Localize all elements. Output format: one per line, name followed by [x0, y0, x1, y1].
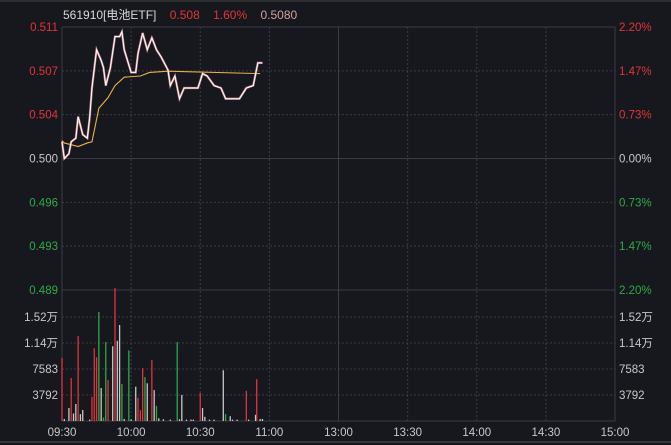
- volume-tick-label: 1.52万: [619, 312, 653, 324]
- x-tick-label: 14:30: [531, 427, 560, 439]
- left-tick-label: 0.493: [29, 241, 58, 253]
- x-tick-label: 14:00: [462, 427, 491, 439]
- left-tick-label: 0.507: [29, 66, 58, 78]
- x-tick-label: 09:30: [48, 427, 77, 439]
- x-tick-label: 10:30: [186, 427, 215, 439]
- avg-price: 0.5080: [260, 8, 298, 22]
- left-tick-label: 0.496: [29, 197, 58, 209]
- average-price-line: [61, 70, 261, 148]
- right-tick-label: 2.20%: [619, 285, 652, 297]
- right-tick-label: 1.47%: [619, 241, 652, 253]
- price-line: [61, 30, 263, 160]
- left-tick-label: 0.511: [30, 22, 58, 34]
- right-tick-label: 0.00%: [619, 154, 652, 166]
- right-tick-label: 0.73%: [619, 197, 652, 209]
- volume-tick-label: 3792: [32, 390, 58, 402]
- change-percent: 1.60%: [213, 8, 248, 22]
- symbol-label: 561910[电池ETF]: [63, 8, 157, 22]
- left-tick-label: 0.500: [29, 154, 58, 166]
- quote-header: 561910[电池ETF] 0.508 1.60% 0.5080: [63, 6, 307, 23]
- volume-tick-label: 7583: [619, 364, 645, 376]
- right-tick-label: 1.47%: [619, 66, 652, 78]
- x-tick-label: 11:00: [255, 427, 283, 439]
- volume-tick-label: 1.14万: [619, 338, 653, 350]
- right-tick-label: 2.20%: [619, 22, 652, 34]
- x-tick-label: 10:00: [117, 427, 146, 439]
- volume-tick-label: 3792: [619, 390, 645, 402]
- volume-tick-label: 1.14万: [24, 338, 58, 350]
- volume-tick-label: 1.52万: [24, 312, 58, 324]
- left-tick-label: 0.504: [29, 110, 58, 122]
- x-tick-label: 13:00: [324, 427, 353, 439]
- left-tick-label: 0.489: [29, 285, 58, 297]
- x-tick-label: 15:00: [601, 427, 630, 439]
- right-tick-label: 0.73%: [619, 110, 652, 122]
- x-tick-label: 13:30: [393, 427, 422, 439]
- last-price: 0.508: [169, 8, 200, 22]
- volume-tick-label: 7583: [32, 364, 58, 376]
